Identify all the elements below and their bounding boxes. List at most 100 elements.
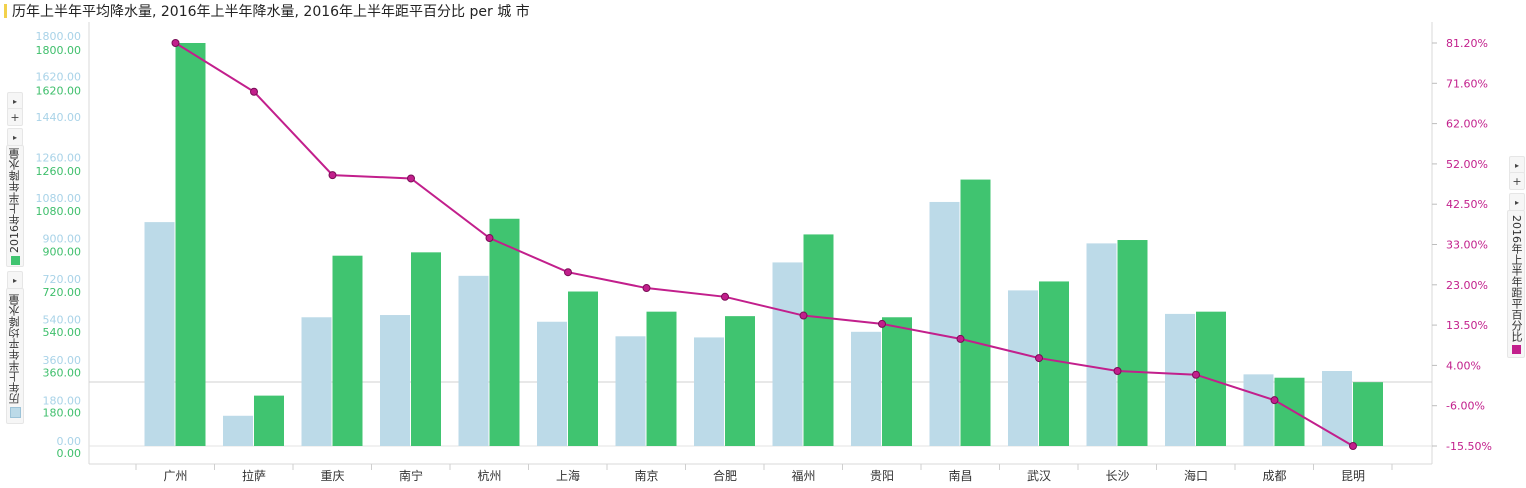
- category-label: 长沙: [1105, 469, 1129, 483]
- precip-2016-bar: [1039, 281, 1069, 446]
- right-tick-label: -15.50%: [1446, 440, 1492, 453]
- right-tick-label: 81.20%: [1446, 37, 1488, 50]
- outer-axis-expand-icon[interactable]: ▸: [7, 271, 23, 289]
- precip-2016-bar: [175, 43, 206, 446]
- left-inner-tick-label: 720.00: [43, 286, 82, 299]
- left-inner-tick-label: 1260.00: [36, 165, 82, 178]
- right-axis-label[interactable]: 2016年上半年距平百分比: [1507, 210, 1525, 358]
- category-label: 合肥: [713, 468, 737, 483]
- category-label: 贵阳: [870, 469, 894, 483]
- title-accent-mark: [4, 4, 7, 18]
- precip-2016-bar: [1353, 382, 1383, 446]
- avg-precip-bar: [694, 337, 724, 446]
- precip-2016-bar: [882, 317, 912, 446]
- anomaly-percent-point: [799, 311, 808, 320]
- precip-2016-bar: [489, 218, 520, 446]
- left-outer-tick-label: 1800.00: [36, 30, 82, 43]
- category-label: 南昌: [948, 468, 972, 483]
- avg-precip-bar: [1086, 243, 1117, 446]
- right-label-expand-icon[interactable]: ▸: [1509, 193, 1525, 211]
- right-tick-label: 52.00%: [1446, 158, 1488, 171]
- right-axis-title: 2016年上半年距平百分比: [1510, 214, 1523, 342]
- anomaly-percent-point: [1035, 354, 1043, 363]
- left-inner-tick-label: 1620.00: [36, 84, 82, 97]
- avg-precip-bar: [458, 275, 489, 446]
- left-axis-add-icon[interactable]: +: [7, 108, 23, 126]
- precip-2016-bar: [960, 179, 991, 447]
- anomaly-percent-point: [171, 39, 180, 47]
- avg-precip-bar: [223, 415, 253, 446]
- left-inner-tick-label: 540.00: [43, 326, 82, 339]
- left-outer-tick-label: 1260.00: [36, 152, 82, 165]
- anomaly-percent-point: [250, 87, 258, 96]
- precip-2016-bar: [568, 291, 598, 446]
- left-inner-tick-label: 1080.00: [36, 205, 82, 218]
- inner-axis-expand-icon[interactable]: ▸: [7, 128, 23, 146]
- avg-precip-bar: [380, 315, 410, 446]
- anomaly-percent-point: [564, 268, 572, 277]
- anomaly-percent-point: [878, 319, 886, 328]
- right-axis-add-icon[interactable]: +: [1509, 172, 1525, 190]
- category-label: 南京: [634, 468, 658, 483]
- left-outer-axis-title: 历年上半年平均降水量: [8, 294, 21, 404]
- precip-2016-bar: [332, 255, 363, 446]
- category-label: 重庆: [320, 469, 344, 483]
- left-outer-tick-label: 900.00: [43, 233, 82, 246]
- precip-2016-bar: [254, 395, 284, 446]
- left-outer-tick-label: 720.00: [43, 273, 82, 286]
- avg-precip-bar: [144, 222, 175, 446]
- right-tick-label: 13.50%: [1446, 319, 1488, 332]
- left-inner-tick-label: 0.00: [57, 447, 82, 460]
- left-outer-axis-label[interactable]: 历年上半年平均降水量: [6, 288, 24, 424]
- left-outer-tick-label: 1620.00: [36, 71, 82, 84]
- category-label: 昆明: [1341, 469, 1365, 483]
- precip-2016-bar: [1274, 377, 1305, 446]
- anomaly-percent-point: [956, 334, 965, 343]
- avg-precip-bar: [615, 336, 646, 446]
- avg-precip-bar: [301, 317, 332, 446]
- left-inner-axis-title: 2016年上半年降水量: [8, 147, 21, 253]
- category-label: 杭州: [477, 468, 501, 483]
- left-outer-tick-label: 180.00: [43, 395, 82, 408]
- category-label: 成都: [1262, 469, 1286, 483]
- anomaly-percent-point: [407, 174, 415, 183]
- left-outer-tick-label: 540.00: [43, 314, 82, 327]
- right-tick-label: 23.00%: [1446, 279, 1488, 292]
- series-pct-swatch: [1511, 344, 1521, 354]
- left-outer-tick-label: 1080.00: [36, 192, 82, 205]
- left-outer-tick-label: 0.00: [57, 435, 82, 448]
- precip-2016-bar: [411, 252, 441, 446]
- chart-title-bar: 历年上半年平均降水量, 2016年上半年降水量, 2016年上半年距平百分比 p…: [4, 2, 530, 20]
- category-label: 福州: [791, 468, 815, 483]
- avg-precip-bar: [1322, 370, 1352, 446]
- category-label: 上海: [556, 468, 580, 483]
- category-label: 海口: [1184, 468, 1208, 483]
- category-label: 拉萨: [242, 468, 266, 483]
- anomaly-percent-point: [328, 171, 337, 180]
- precip-2016-bar: [803, 234, 834, 446]
- precip-2016-bar: [646, 311, 677, 446]
- left-inner-tick-label: 1800.00: [36, 44, 82, 57]
- category-label: 南宁: [399, 468, 423, 483]
- anomaly-percent-point: [642, 284, 651, 293]
- avg-precip-bar: [772, 262, 803, 446]
- avg-precip-bar: [537, 321, 567, 446]
- category-label: 武汉: [1027, 469, 1051, 483]
- anomaly-percent-point: [1113, 366, 1122, 375]
- anomaly-percent-point: [485, 234, 494, 243]
- precip-2016-bar: [1117, 240, 1148, 446]
- left-outer-tick-label: 1440.00: [36, 111, 82, 124]
- avg-precip-bar: [1243, 374, 1274, 446]
- left-inner-tick-label: 360.00: [43, 366, 82, 379]
- avg-precip-bar: [1165, 313, 1195, 446]
- anomaly-percent-point: [1270, 396, 1279, 405]
- left-inner-axis-label[interactable]: 2016年上半年降水量: [6, 145, 24, 267]
- anomaly-percent-point: [1192, 370, 1200, 379]
- right-tick-label: 4.00%: [1446, 359, 1481, 372]
- right-tick-label: 33.00%: [1446, 239, 1488, 252]
- anomaly-percent-point: [1349, 442, 1357, 450]
- series-2016-swatch: [10, 255, 20, 265]
- anomaly-percent-line: [174, 42, 1354, 447]
- precip-2016-bar: [725, 316, 755, 446]
